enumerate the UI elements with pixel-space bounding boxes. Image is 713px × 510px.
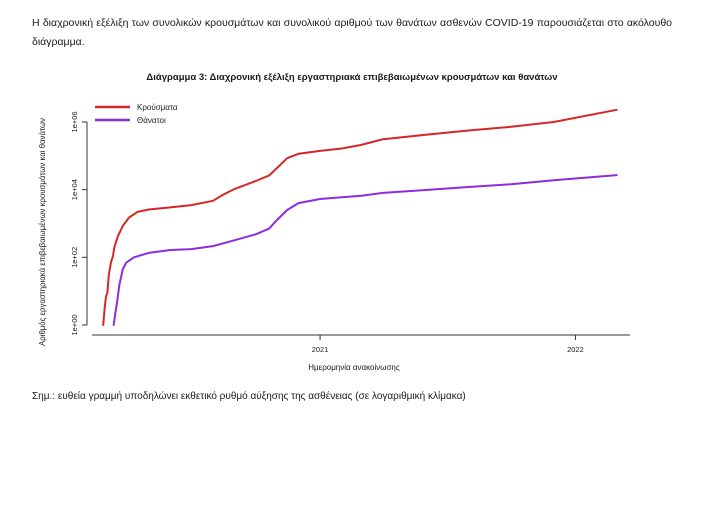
cases-line (102, 108, 618, 326)
y-tick-label: 1e+00 (70, 314, 79, 335)
x-tick-label: 2022 (567, 345, 584, 354)
x-tick-label: 2021 (312, 345, 329, 354)
y-tick-label: 1e+04 (70, 179, 79, 200)
footnote: Σημ.: ευθεία γραμμή υποδηλώνει εκθετικό … (32, 391, 466, 402)
legend: Κρούσματα Θάνατοι (95, 103, 178, 125)
deaths-line (112, 174, 618, 326)
x-ticks: 2021 2022 (312, 335, 584, 354)
y-tick-label: 1e+06 (70, 111, 79, 132)
legend-label-cases: Κρούσματα (137, 103, 178, 112)
legend-label-deaths: Θάνατοι (137, 116, 166, 125)
x-axis-label: Ημερομηνία ανακοίνωσης (308, 363, 400, 372)
y-tick-label: 1e+02 (70, 247, 79, 268)
series-lines (102, 108, 618, 326)
intro-paragraph: Η διαχρονική εξέλιξη των συνολικών κρουσ… (32, 17, 672, 48)
y-ticks: 1e+00 1e+02 1e+04 1e+06 (70, 111, 87, 336)
chart: Διάγραμμα 3: Διαχρονική εξέλιξη εργαστηρ… (38, 72, 630, 372)
chart-title: Διάγραμμα 3: Διαχρονική εξέλιξη εργαστηρ… (146, 72, 557, 83)
y-axis-label: Αριθμός εργαστηριακά επιβεβαιωμένων κρου… (38, 118, 47, 346)
